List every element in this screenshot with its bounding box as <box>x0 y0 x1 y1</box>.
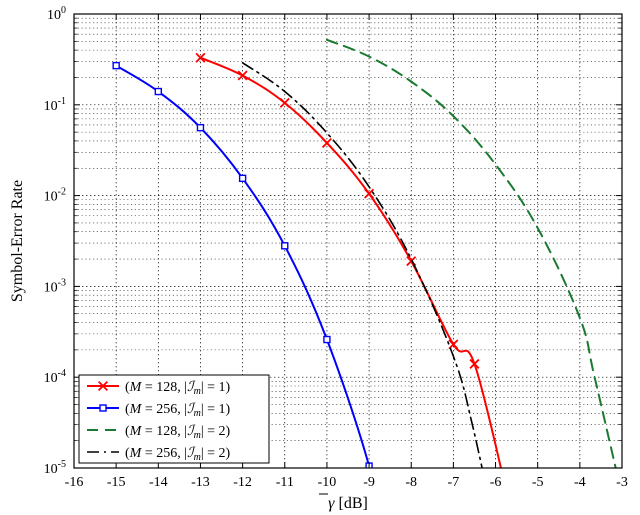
x-tick-label: -9 <box>363 475 375 490</box>
x-tick-label: -10 <box>318 475 337 490</box>
ser-chart: -16-15-14-13-12-11-10-9-8-7-6-5-4-310-51… <box>0 0 640 515</box>
x-tick-label: -7 <box>448 475 460 490</box>
x-tick-label: -6 <box>490 475 502 490</box>
legend-entry: (M = 256, |ℐm| = 2) <box>125 446 231 463</box>
x-tick-label: -5 <box>532 475 544 490</box>
x-tick-label: -3 <box>616 475 628 490</box>
y-axis-label: Symbol-Error Rate <box>9 180 26 302</box>
x-tick-label: -8 <box>405 475 417 490</box>
legend-entry: (M = 128, |ℐm| = 2) <box>125 424 231 441</box>
legend-entry: (M = 256, |ℐm| = 1) <box>125 402 231 419</box>
x-tick-label: -13 <box>191 475 210 490</box>
x-tick-label: -11 <box>276 475 294 490</box>
x-tick-label: -16 <box>65 475 84 490</box>
x-axis-label: γ [dB] <box>328 495 368 512</box>
chart-svg: -16-15-14-13-12-11-10-9-8-7-6-5-4-310-51… <box>0 0 640 515</box>
x-tick-label: -4 <box>574 475 586 490</box>
x-tick-label: -15 <box>107 475 126 490</box>
x-tick-label: -14 <box>149 475 168 490</box>
legend-entry: (M = 128, |ℐm| = 1) <box>125 380 231 397</box>
x-tick-label: -12 <box>233 475 252 490</box>
